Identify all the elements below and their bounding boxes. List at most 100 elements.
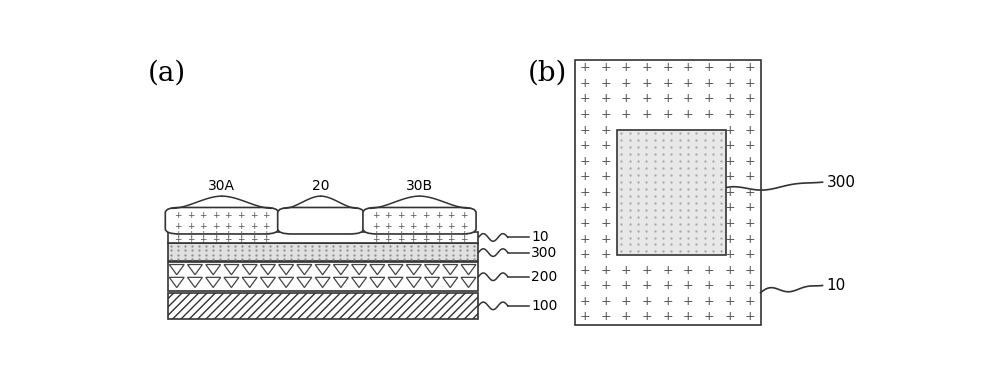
Text: +: + xyxy=(212,235,219,245)
Text: +: + xyxy=(642,61,652,74)
Text: +: + xyxy=(580,279,590,292)
Text: +: + xyxy=(580,201,590,214)
Text: +: + xyxy=(600,108,611,121)
Polygon shape xyxy=(425,265,440,275)
Text: +: + xyxy=(447,222,455,231)
Polygon shape xyxy=(370,277,385,288)
Text: 10: 10 xyxy=(826,278,846,293)
Text: +: + xyxy=(600,279,611,292)
Text: +: + xyxy=(250,235,257,245)
Text: +: + xyxy=(600,186,611,199)
Text: +: + xyxy=(397,230,404,239)
Text: +: + xyxy=(212,222,219,231)
Text: +: + xyxy=(422,222,430,231)
Text: +: + xyxy=(372,211,379,220)
Text: +: + xyxy=(224,222,232,231)
Bar xyxy=(617,130,726,255)
Bar xyxy=(574,60,761,325)
Text: +: + xyxy=(174,222,182,231)
Text: +: + xyxy=(724,217,735,230)
Text: +: + xyxy=(704,264,714,277)
Text: +: + xyxy=(237,235,245,245)
Text: +: + xyxy=(704,77,714,90)
Text: +: + xyxy=(580,61,590,74)
Polygon shape xyxy=(406,277,421,288)
Text: +: + xyxy=(580,217,590,230)
Text: +: + xyxy=(580,139,590,152)
Text: +: + xyxy=(460,230,467,239)
Text: +: + xyxy=(384,222,392,231)
Text: +: + xyxy=(683,279,693,292)
Text: +: + xyxy=(683,295,693,308)
Text: +: + xyxy=(600,92,611,105)
Text: +: + xyxy=(642,108,652,121)
FancyBboxPatch shape xyxy=(278,208,364,234)
Text: +: + xyxy=(262,222,270,231)
Bar xyxy=(168,232,478,243)
Polygon shape xyxy=(425,277,440,288)
Text: +: + xyxy=(724,155,735,168)
FancyBboxPatch shape xyxy=(363,208,476,234)
Text: +: + xyxy=(745,155,755,168)
Text: +: + xyxy=(621,264,631,277)
Text: +: + xyxy=(262,211,270,220)
Text: +: + xyxy=(704,310,714,324)
Text: +: + xyxy=(745,92,755,105)
Text: +: + xyxy=(250,222,257,231)
Text: +: + xyxy=(683,310,693,324)
Text: +: + xyxy=(174,235,182,245)
Polygon shape xyxy=(315,265,330,275)
Text: +: + xyxy=(724,61,735,74)
Text: +: + xyxy=(621,108,631,121)
Polygon shape xyxy=(188,265,202,275)
Text: +: + xyxy=(187,222,194,231)
Text: 20: 20 xyxy=(312,179,329,193)
Text: +: + xyxy=(580,310,590,324)
Text: +: + xyxy=(745,248,755,261)
Text: +: + xyxy=(621,279,631,292)
Text: +: + xyxy=(745,170,755,183)
Polygon shape xyxy=(188,277,202,288)
Text: +: + xyxy=(580,77,590,90)
Text: +: + xyxy=(642,295,652,308)
Polygon shape xyxy=(279,265,294,275)
Text: +: + xyxy=(600,248,611,261)
Text: +: + xyxy=(237,230,245,239)
Text: +: + xyxy=(580,170,590,183)
Polygon shape xyxy=(443,277,458,288)
Text: +: + xyxy=(662,77,673,90)
Text: 10: 10 xyxy=(531,231,549,245)
Text: +: + xyxy=(724,264,735,277)
Text: +: + xyxy=(745,217,755,230)
Text: +: + xyxy=(662,310,673,324)
Text: +: + xyxy=(724,295,735,308)
Polygon shape xyxy=(224,265,239,275)
Polygon shape xyxy=(224,277,239,288)
Polygon shape xyxy=(315,277,330,288)
Text: +: + xyxy=(745,124,755,136)
Text: +: + xyxy=(224,230,232,239)
Text: +: + xyxy=(662,108,673,121)
Polygon shape xyxy=(260,277,275,288)
Text: +: + xyxy=(600,170,611,183)
Polygon shape xyxy=(242,277,257,288)
Text: +: + xyxy=(384,211,392,220)
Text: +: + xyxy=(724,310,735,324)
Text: +: + xyxy=(724,92,735,105)
Text: +: + xyxy=(435,222,442,231)
Text: +: + xyxy=(642,310,652,324)
Text: +: + xyxy=(580,108,590,121)
Text: +: + xyxy=(745,186,755,199)
Text: +: + xyxy=(662,61,673,74)
Text: +: + xyxy=(704,61,714,74)
Text: +: + xyxy=(435,230,442,239)
Text: +: + xyxy=(580,186,590,199)
Text: +: + xyxy=(621,61,631,74)
Text: +: + xyxy=(199,230,207,239)
Text: +: + xyxy=(600,77,611,90)
Text: +: + xyxy=(642,77,652,90)
Text: +: + xyxy=(372,235,379,245)
Text: +: + xyxy=(724,124,735,136)
Text: +: + xyxy=(745,279,755,292)
Text: 200: 200 xyxy=(531,270,557,284)
